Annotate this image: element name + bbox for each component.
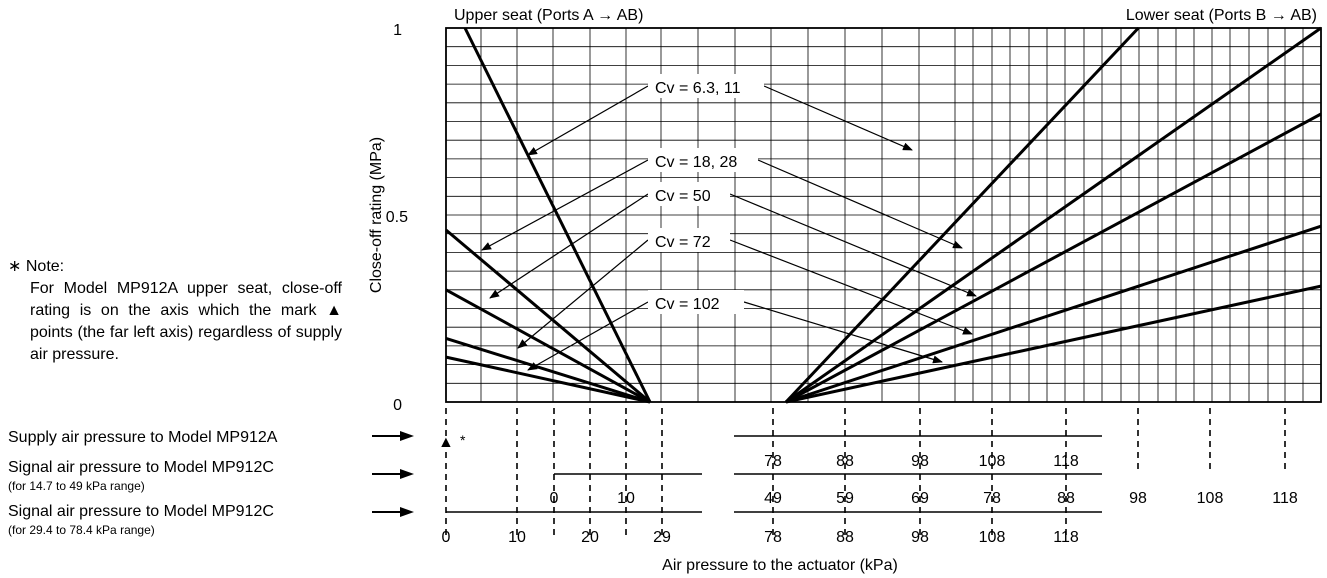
leader-arrow-3 — [757, 159, 963, 249]
scale-bars — [446, 435, 1102, 513]
scale-drop-lines — [445, 408, 1286, 538]
note-asterisk: ∗ — [8, 258, 22, 275]
row-arrows — [372, 431, 414, 517]
cv-label-2-text: Cv = 18, 28 — [655, 154, 737, 171]
note-box: ∗ Note: For Model MP912A upper seat, clo… — [8, 256, 342, 366]
supply-triangle-marker: ▲ — [438, 434, 454, 451]
leader-arrow-4 — [489, 193, 649, 299]
signal1-right-tick: 118 — [1272, 490, 1298, 507]
cv-label-1: Cv = 6.3, 11 — [648, 74, 764, 98]
lower-seat-title: Lower seat (Ports B → AB) — [1126, 7, 1317, 24]
leader-arrow-1 — [763, 85, 913, 151]
signal2-left-tick: 20 — [581, 529, 599, 546]
signal2-right-tick: 98 — [911, 529, 929, 546]
series-line-upper-2 — [445, 288, 651, 404]
upper-seat-title: Upper seat (Ports A → AB) — [454, 7, 643, 24]
signal2-left-tick: 10 — [508, 529, 526, 546]
series-line-upper-4 — [445, 355, 651, 404]
cv-label-2: Cv = 18, 28 — [648, 148, 758, 172]
leader-arrow-9 — [743, 301, 943, 364]
note-heading: ∗ Note: — [8, 256, 342, 278]
note-heading-text: Note: — [25, 258, 65, 275]
signal2-left-tick: 0 — [442, 529, 451, 546]
cv-label-4-text: Cv = 72 — [655, 234, 711, 251]
signal1-right-tick: 49 — [764, 490, 782, 507]
supply-tick: 108 — [979, 453, 1006, 470]
supply-row-label: Supply air pressure to Model MP912A — [8, 429, 278, 446]
cv-label-4: Cv = 72 — [648, 228, 730, 252]
signal1-left-tick: 10 — [617, 490, 635, 507]
signal1-right-tick: 78 — [983, 490, 1001, 507]
supply-tick: 98 — [911, 453, 929, 470]
cv-label-5-text: Cv = 102 — [655, 296, 720, 313]
supply-star-marker: * — [460, 432, 466, 448]
cv-label-1-text: Cv = 6.3, 11 — [655, 80, 741, 97]
signal1-right-tick: 108 — [1197, 490, 1224, 507]
y-tick-1: 1 — [393, 22, 402, 39]
leader-arrow-7 — [729, 239, 973, 335]
cv-label-3: Cv = 50 — [648, 182, 730, 206]
plot-frame — [445, 27, 1322, 403]
note-body: For Model MP912A upper seat, close-off r… — [30, 280, 342, 363]
chart-grid — [446, 28, 1321, 402]
signal1-row-label: Signal air pressure to Model MP912C — [8, 459, 274, 476]
scale-tick-labels: 78 88 98 108 118 0 10 49 59 69 78 88 98 108 118 0 10 20 29… — [442, 453, 1298, 546]
series-line-lower-5 — [784, 26, 1140, 404]
series-line-lower-6 — [785, 26, 1322, 404]
supply-tick: 78 — [764, 453, 782, 470]
leader-arrow-2 — [481, 159, 649, 251]
series-line-upper-0 — [463, 27, 652, 403]
series-line-upper-1 — [445, 228, 651, 404]
signal2-row-label: Signal air pressure to Model MP912C — [8, 503, 274, 520]
signal2-row-sublabel: (for 29.4 to 78.4 kPa range) — [8, 523, 155, 537]
cv-label-3-text: Cv = 50 — [655, 188, 711, 205]
signal2-right-tick: 108 — [979, 529, 1006, 546]
signal2-right-tick: 118 — [1053, 529, 1079, 546]
signal1-right-tick: 69 — [911, 490, 929, 507]
x-axis-label: Air pressure to the actuator (kPa) — [662, 557, 898, 574]
signal1-right-tick: 59 — [836, 490, 854, 507]
y-axis-label: Close-off rating (MPa) — [368, 137, 385, 293]
series-lines — [445, 26, 1322, 404]
leader-arrow-6 — [517, 239, 649, 349]
signal2-right-tick: 78 — [764, 529, 782, 546]
leader-arrow-8 — [527, 301, 649, 371]
supply-tick: 88 — [836, 453, 854, 470]
y-tick-0-5: 0.5 — [386, 209, 408, 226]
leader-arrow-5 — [729, 193, 977, 297]
signal2-left-tick: 29 — [653, 529, 671, 546]
annotation-leaders — [481, 85, 977, 371]
series-line-lower-9 — [785, 284, 1322, 404]
signal1-left-tick: 0 — [550, 490, 559, 507]
signal1-row-sublabel: (for 14.7 to 49 kPa range) — [8, 479, 145, 493]
signal1-right-tick: 98 — [1129, 490, 1147, 507]
series-line-lower-7 — [785, 112, 1322, 404]
series-line-lower-8 — [785, 224, 1322, 404]
signal1-right-tick: 88 — [1057, 490, 1075, 507]
y-tick-0: 0 — [393, 397, 402, 414]
leader-arrow-0 — [527, 85, 649, 156]
cv-label-5: Cv = 102 — [648, 290, 744, 314]
series-line-upper-3 — [445, 336, 651, 404]
signal2-right-tick: 88 — [836, 529, 854, 546]
supply-tick: 118 — [1053, 453, 1079, 470]
